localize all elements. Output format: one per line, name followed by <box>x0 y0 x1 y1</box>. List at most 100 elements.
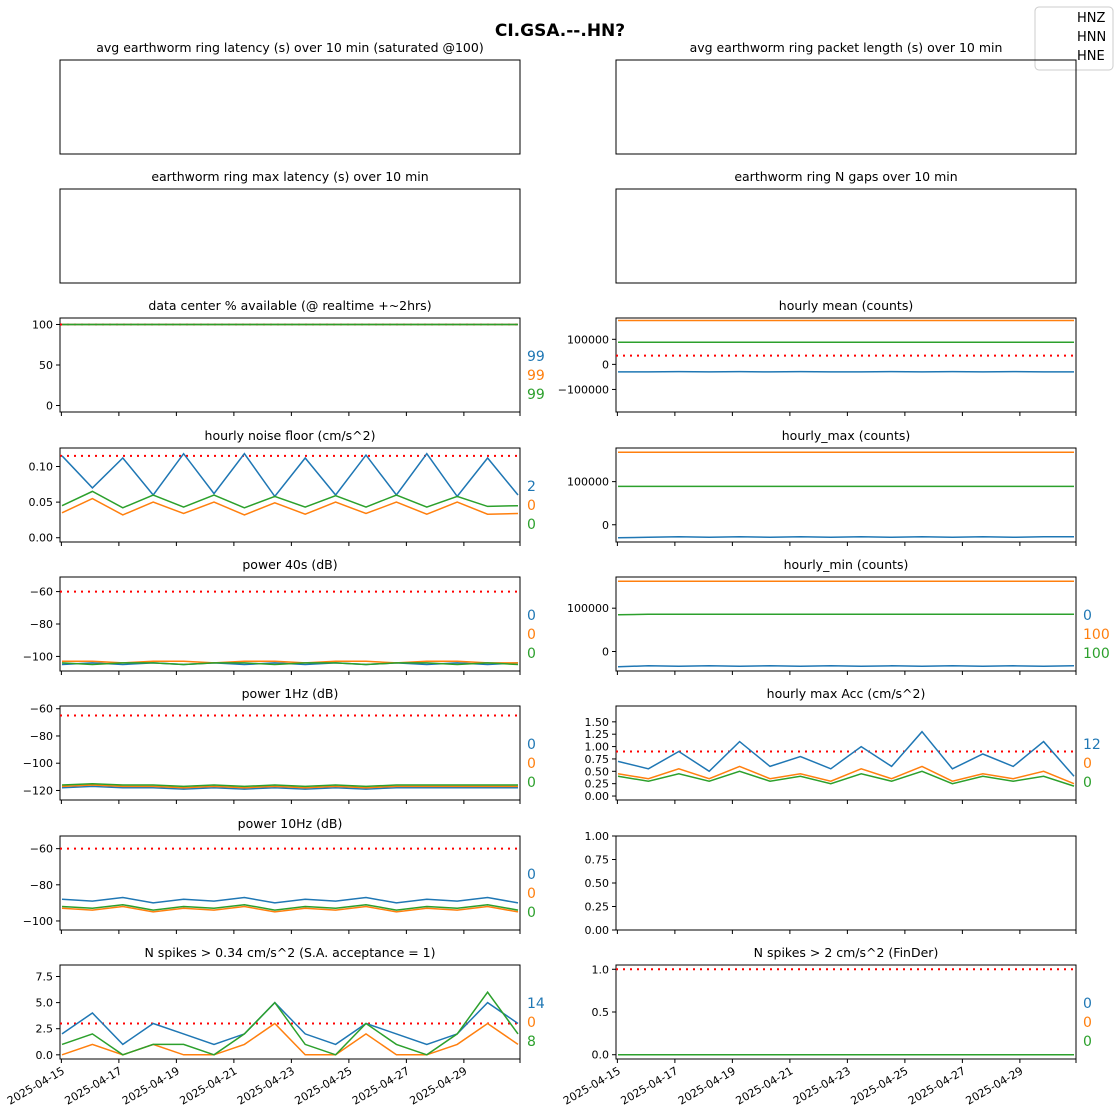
annotation-spikes_2-0: 0 <box>1083 996 1092 1012</box>
figure-title: CI.GSA.--.HN? <box>495 21 625 41</box>
annotation-pct_available-2: 99 <box>527 387 545 403</box>
ytick-label-power_10hz: −60 <box>30 843 53 856</box>
legend-label-hnz: HNZ <box>1077 11 1106 26</box>
panel-empty_unit: 0.00 0.25 0.50 0.75 1.00 <box>585 830 1077 937</box>
annotation-spikes_034-1: 0 <box>527 1015 536 1031</box>
series-line-power_40s-hne <box>61 662 519 666</box>
series-line-max_acc-hnz <box>617 730 1075 777</box>
annotation-pct_available-0: 99 <box>527 349 545 365</box>
plot-frame-power_1hz <box>59 705 521 801</box>
ytick-label-max_acc: 0.00 <box>585 790 610 803</box>
series-line-noise_floor-hnz <box>61 452 519 498</box>
panel-avg_latency: avg earthworm ring latency (s) over 10 m… <box>59 40 521 155</box>
panel-title-n_gaps: earthworm ring N gaps over 10 min <box>734 169 957 184</box>
panel-title-power_1hz: power 1Hz (dB) <box>242 686 339 701</box>
ytick-label-empty_unit: 0.25 <box>585 901 610 914</box>
panel-max_acc: hourly max Acc (cm/s^2)0.000.250.500.751… <box>585 686 1101 804</box>
ytick-label-spikes_034: 0.0 <box>36 1049 54 1062</box>
ytick-label-power_40s: −60 <box>30 586 53 599</box>
series-line-hourly_max-hnz <box>617 536 1074 539</box>
series-line-spikes_034-hnz <box>61 1001 519 1046</box>
legend: HNZ HNN HNE <box>1034 6 1114 71</box>
ytick-label-max_acc: 1.25 <box>585 728 610 741</box>
series-line-power_10hz-hnn <box>61 905 519 913</box>
ytick-label-power_40s: −100 <box>23 650 53 663</box>
series-line-max_acc-hnn <box>617 765 1075 785</box>
annotation-max_acc-2: 0 <box>1083 775 1092 791</box>
series-line-max_acc-hne <box>617 770 1075 787</box>
ytick-label-noise_floor: 0.10 <box>29 461 54 474</box>
series-line-power_40s-hnn <box>62 660 518 664</box>
series-line-power_10hz-hnz <box>61 896 519 904</box>
legend-frame <box>1034 6 1114 71</box>
panel-title-max_acc: hourly max Acc (cm/s^2) <box>767 686 926 701</box>
ytick-label-noise_floor: 0.05 <box>29 496 54 509</box>
plot-frame-noise_floor <box>59 447 521 543</box>
series-line-power_1hz-hnn <box>61 784 518 789</box>
annotation-power_10hz-1: 0 <box>527 886 536 902</box>
panel-title-avg_latency: avg earthworm ring latency (s) over 10 m… <box>96 40 483 55</box>
ytick-label-empty_unit: 0.75 <box>585 854 610 867</box>
annotation-max_acc-1: 0 <box>1083 756 1092 772</box>
ytick-label-hourly_mean: −100000 <box>558 383 609 396</box>
ytick-label-hourly_min: 100000 <box>567 602 609 615</box>
panel-power_10hz: power 10Hz (dB) −100 −80 −60 0 0 0 <box>23 816 536 934</box>
ytick-label-pct_available: 0 <box>46 400 53 413</box>
ytick-label-max_acc: 1.50 <box>585 716 610 729</box>
panel-pct_available: data center % available (@ realtime +~2h… <box>32 298 545 416</box>
ytick-label-empty_unit: 0.00 <box>585 924 610 937</box>
panel-title-hourly_min: hourly_min (counts) <box>784 557 909 572</box>
ytick-label-hourly_min: 0 <box>602 646 609 659</box>
annotation-power_40s-0: 0 <box>527 608 536 624</box>
panel-n_gaps: earthworm ring N gaps over 10 min <box>615 169 1077 284</box>
panel-title-power_40s: power 40s (dB) <box>242 557 337 572</box>
panel-hourly_min: hourly_min (counts) 0 100000 0 100 100 <box>567 557 1110 675</box>
panel-title-spikes_2: N spikes > 2 cm/s^2 (FinDer) <box>754 945 939 960</box>
ytick-label-power_40s: −80 <box>30 618 53 631</box>
panel-title-pct_available: data center % available (@ realtime +~2h… <box>148 298 431 313</box>
ytick-label-empty_unit: 1.00 <box>585 830 610 843</box>
annotation-spikes_034-2: 8 <box>527 1034 536 1050</box>
series-line-noise_floor-hnn <box>61 497 519 516</box>
ytick-label-power_1hz: −120 <box>23 784 53 797</box>
annotation-max_acc-0: 12 <box>1083 737 1101 753</box>
annotation-power_1hz-2: 0 <box>527 775 536 791</box>
annotation-noise_floor-0: 2 <box>527 479 536 495</box>
plot-frame-hourly_max <box>615 447 1077 543</box>
annotation-power_1hz-0: 0 <box>527 737 536 753</box>
series-line-power_10hz-hne <box>61 903 519 911</box>
ytick-label-max_acc: 0.50 <box>585 765 610 778</box>
ytick-label-spikes_2: 1.0 <box>592 963 610 976</box>
plot-frame-hourly_min <box>615 576 1077 672</box>
annotation-power_1hz-1: 0 <box>527 756 536 772</box>
annotation-power_40s-1: 0 <box>527 627 536 643</box>
annotation-hourly_min-2: 100 <box>1083 646 1110 662</box>
annotation-noise_floor-1: 0 <box>527 498 536 514</box>
ytick-label-max_acc: 1.00 <box>585 741 610 754</box>
ytick-label-spikes_034: 7.5 <box>36 970 54 983</box>
plot-frame-power_10hz <box>59 835 521 931</box>
plot-frame-max_latency <box>59 188 521 284</box>
ytick-label-hourly_mean: 0 <box>602 358 609 371</box>
ytick-label-power_1hz: −60 <box>30 703 53 716</box>
ytick-label-spikes_2: 0.5 <box>592 1006 610 1019</box>
ytick-label-spikes_034: 5.0 <box>36 997 54 1010</box>
annotation-power_40s-2: 0 <box>527 646 536 662</box>
series-line-hourly_min-hnz <box>617 665 1075 668</box>
ytick-label-power_10hz: −80 <box>30 879 53 892</box>
panel-power_40s: power 40s (dB) −100 −80 −60 0 0 0 <box>23 557 536 675</box>
annotation-pct_available-1: 99 <box>527 368 545 384</box>
annotation-hourly_min-1: 100 <box>1083 627 1110 643</box>
ytick-label-power_1hz: −80 <box>30 730 53 743</box>
ytick-label-empty_unit: 0.50 <box>585 877 610 890</box>
ytick-label-pct_available: 100 <box>32 318 53 331</box>
plot-frame-max_acc <box>615 705 1077 801</box>
ytick-label-hourly_max: 100000 <box>567 476 609 489</box>
plot-frame-hourly_mean <box>615 317 1077 413</box>
panel-power_1hz: power 1Hz (dB) −120 −100 −80 −60 0 0 0 <box>23 686 536 804</box>
annotation-spikes_2-1: 0 <box>1083 1015 1092 1031</box>
series-line-power_1hz-hne <box>61 782 518 788</box>
ytick-label-max_acc: 0.75 <box>585 753 610 766</box>
ytick-label-noise_floor: 0.00 <box>29 532 54 545</box>
panel-title-spikes_034: N spikes > 0.34 cm/s^2 (S.A. acceptance … <box>144 945 435 960</box>
